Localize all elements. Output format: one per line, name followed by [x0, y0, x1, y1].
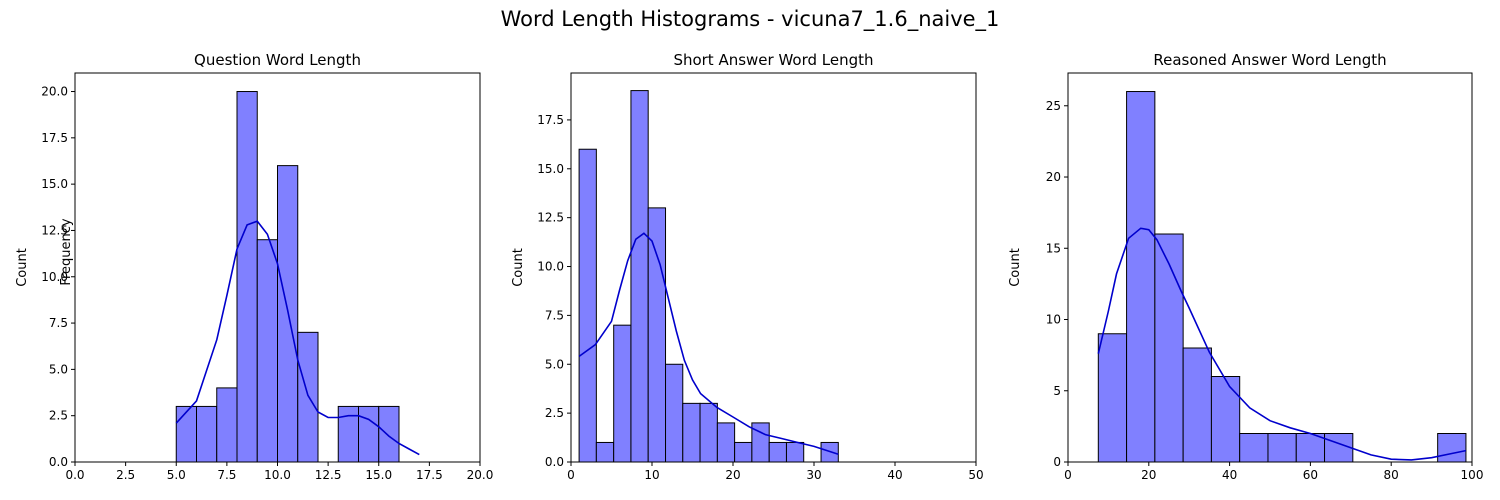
histogram-bar [358, 405, 380, 463]
histogram-bar [1126, 91, 1156, 463]
x-tick-label: 0.0 [65, 468, 84, 482]
figure-suptitle: Word Length Histograms - vicuna7_1.6_nai… [501, 7, 1000, 32]
histogram-bar [734, 441, 753, 463]
histogram-bar [378, 405, 400, 463]
x-tick-label: 20.0 [467, 468, 494, 482]
x-tick-label: 10.0 [264, 468, 291, 482]
histogram-bar [647, 207, 667, 463]
y-axis-label: Count [1008, 248, 1023, 287]
axes-frame [570, 72, 977, 463]
kde-curve [175, 220, 420, 456]
histogram-bar [196, 405, 218, 463]
chart-title: Question Word Length [194, 51, 361, 69]
y-tick-label: 20.0 [41, 85, 68, 99]
histogram-bar [236, 91, 258, 463]
y-tick-label: 0 [1053, 455, 1061, 469]
histogram-bar [216, 387, 238, 463]
y-tick-label: 10 [1046, 313, 1061, 327]
chart-panel-3: 0 20 40 60 80 100 0 5 10 15 20 25 Reasoned Answer Wo… [1008, 51, 1483, 482]
chart-panel-1: 0.0 2.5 5.0 7.5 10.0 12.5 15.0 17.5 20.0 0.0 2.5 5.… [15, 51, 493, 482]
y-tick-label: 12.5 [537, 211, 564, 225]
x-tick-label: 30 [806, 468, 821, 482]
y-tick-label: 12.5 [41, 223, 68, 237]
x-tick-label: 20 [725, 468, 740, 482]
x-tick-label: 100 [1461, 468, 1484, 482]
chart-title: Reasoned Answer Word Length [1153, 51, 1386, 69]
histogram-bar [297, 331, 319, 463]
y-tick-label: 0.0 [49, 455, 68, 469]
histogram-bar [175, 405, 197, 463]
histogram-panels: 0.0 2.5 5.0 7.5 10.0 12.5 15.0 17.5 20.0 0.0 2.5 5.… [15, 51, 1483, 482]
y-tick-label: 0.0 [545, 455, 564, 469]
x-tick-label: 60 [1303, 468, 1318, 482]
y-tick-label: 5.0 [545, 357, 564, 371]
histogram-bar [665, 363, 684, 463]
y-tick-label: 20 [1046, 170, 1061, 184]
histogram-bar [256, 239, 278, 463]
x-tick-label: 80 [1384, 468, 1399, 482]
histogram-bar [595, 441, 615, 463]
histogram-bar [1210, 376, 1241, 463]
histogram-bar [630, 90, 649, 463]
y-tick-label: 15 [1046, 241, 1061, 255]
chart-panel-2: 0 10 20 30 40 50 0.0 2.5 5.0 7.5 10.0 12.5 15.0 17.5 S… [511, 51, 984, 482]
histogram-bar [785, 441, 805, 463]
x-tick-label: 0 [1064, 468, 1072, 482]
x-tick-label: 40 [1222, 468, 1237, 482]
histogram-bar [768, 441, 787, 463]
x-tick-label: 7.5 [217, 468, 236, 482]
x-tick-label: 50 [968, 468, 983, 482]
histogram-bar [682, 402, 701, 463]
y-tick-label: 5.0 [49, 362, 68, 376]
y-axis-label: Count [511, 248, 526, 287]
x-tick-label: 5.0 [167, 468, 186, 482]
axes-frame [1067, 72, 1473, 463]
y-tick-label: 5 [1053, 384, 1061, 398]
y-tick-label: 10.0 [537, 260, 564, 274]
y-tick-label: 2.5 [545, 406, 564, 420]
histogram-bar [613, 324, 632, 463]
histogram-bar [337, 405, 359, 463]
histogram-bar [699, 402, 718, 463]
y-tick-label: 17.5 [537, 113, 564, 127]
y-tick-label: 15.0 [537, 162, 564, 176]
x-tick-label: 0 [567, 468, 575, 482]
x-tick-label: 20 [1141, 468, 1156, 482]
y-axis-label: Count [15, 248, 30, 287]
histogram-bar [1097, 333, 1128, 463]
histogram-bar [716, 422, 736, 463]
histogram-bar [578, 148, 597, 463]
chart-title: Short Answer Word Length [673, 51, 873, 69]
y-tick-label: 2.5 [49, 409, 68, 423]
y-tick-label: 25 [1046, 99, 1061, 113]
x-tick-label: 17.5 [416, 468, 443, 482]
y-tick-label: 7.5 [545, 308, 564, 322]
kde-curve [578, 232, 839, 455]
y-tick-label: 7.5 [49, 316, 68, 330]
frequency-overlay-label: Frequency [59, 218, 74, 285]
histogram-bar [1267, 433, 1297, 463]
x-tick-label: 15.0 [365, 468, 392, 482]
histogram-bar [1437, 433, 1467, 463]
histogram-bar [1239, 433, 1269, 463]
histogram-bar [1182, 347, 1212, 463]
x-tick-label: 12.5 [315, 468, 342, 482]
histogram-bar [1154, 233, 1184, 463]
x-tick-label: 2.5 [116, 468, 135, 482]
histogram-bar [1295, 433, 1326, 463]
y-tick-label: 17.5 [41, 131, 68, 145]
y-tick-label: 15.0 [41, 177, 68, 191]
kde-curve [1097, 227, 1467, 461]
y-tick-label: 10.0 [41, 270, 68, 284]
x-tick-label: 40 [887, 468, 902, 482]
x-tick-label: 10 [644, 468, 659, 482]
